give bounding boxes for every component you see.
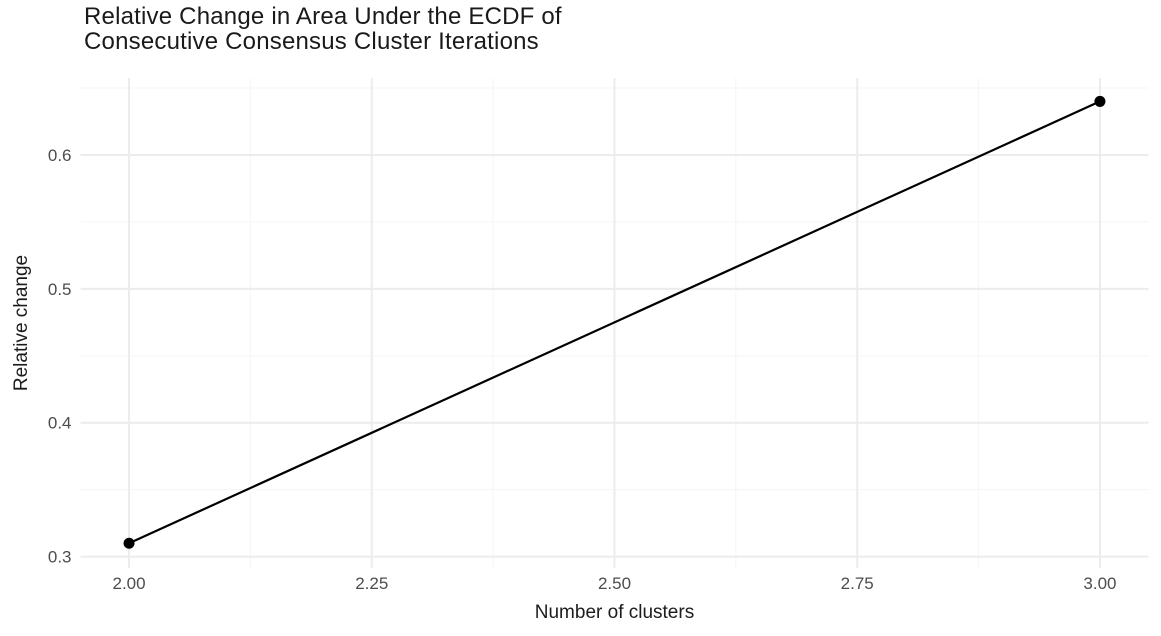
x-tick-label: 2.00	[112, 574, 145, 593]
x-tick-label: 3.00	[1083, 574, 1116, 593]
data-line	[128, 100, 1101, 545]
chart-title-line-2: Consecutive Consensus Cluster Iterations	[84, 28, 539, 55]
x-tick-label: 2.50	[598, 574, 631, 593]
x-tick-label: 2.75	[841, 574, 874, 593]
y-tick-label: 0.3	[48, 548, 72, 567]
x-axis-title: Number of clusters	[534, 602, 695, 623]
y-tick-label: 0.5	[48, 280, 72, 299]
data-point	[1094, 95, 1106, 107]
x-tick-label: 2.25	[355, 574, 388, 593]
data-point	[123, 537, 135, 549]
y-tick-label: 0.4	[48, 414, 72, 433]
chart-title-line-1: Relative Change in Area Under the ECDF o…	[84, 3, 562, 30]
y-tick-label: 0.6	[48, 146, 72, 165]
chart-title: Relative Change in Area Under the ECDF o…	[84, 4, 562, 54]
